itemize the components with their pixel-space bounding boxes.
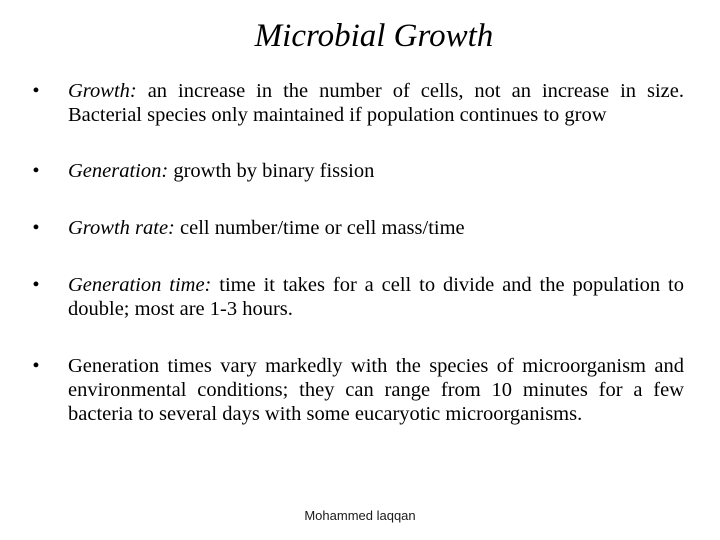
bullet-item: • Growth: an increase in the number of c… xyxy=(28,79,684,127)
bullet-marker: • xyxy=(32,80,40,102)
bullet-list: • Growth: an increase in the number of c… xyxy=(28,79,684,426)
bullet-term: Generation: xyxy=(68,160,169,182)
bullet-item: • Generation: growth by binary fission xyxy=(28,159,684,183)
bullet-term: Growth rate: xyxy=(68,217,175,239)
bullet-term: Generation time: xyxy=(68,274,212,296)
bullet-marker: • xyxy=(32,160,40,182)
bullet-item: • Generation times vary markedly with th… xyxy=(28,354,684,426)
bullet-text: cell number/time or cell mass/time xyxy=(174,217,465,239)
bullet-marker: • xyxy=(32,355,40,377)
bullet-text: time it takes for a cell to divide and t… xyxy=(68,274,685,320)
bullet-text: an increase in the number of cells, not … xyxy=(68,80,684,126)
bullet-text: Generation times vary markedly with the … xyxy=(68,355,684,425)
slide-footer: Mohammed laqqan xyxy=(304,508,416,523)
bullet-term: Growth: xyxy=(68,80,137,102)
bullet-marker: • xyxy=(32,217,40,239)
bullet-item: • Growth rate: cell number/time or cell … xyxy=(28,216,684,240)
bullet-marker: • xyxy=(32,274,40,296)
bullet-text: growth by binary fission xyxy=(168,160,375,182)
bullet-item: • Generation time: time it takes for a c… xyxy=(28,273,684,321)
slide-title: Microbial Growth xyxy=(254,18,494,54)
